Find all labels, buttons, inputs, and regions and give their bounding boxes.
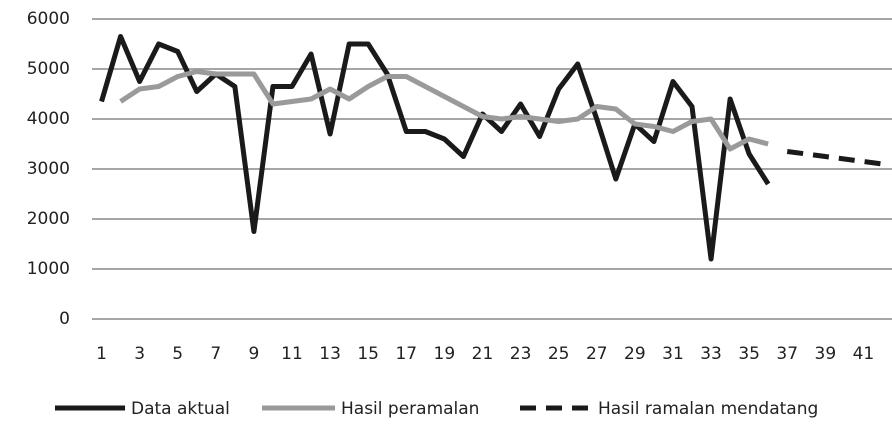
x-tick-label: 21: [472, 344, 494, 364]
x-tick-label: 27: [586, 344, 608, 364]
series-line: [99, 34, 771, 262]
x-tick-label: 31: [662, 344, 684, 364]
x-tick-label: 3: [134, 344, 145, 364]
x-tick-label: 35: [738, 344, 760, 364]
x-tick-label: 23: [510, 344, 532, 364]
x-tick-label: 19: [434, 344, 456, 364]
x-tick-label: 13: [319, 344, 341, 364]
x-tick-label: 7: [210, 344, 221, 364]
series-line: [786, 149, 883, 167]
x-tick-label: 41: [853, 344, 875, 364]
legend-label: Hasil ramalan mendatang: [598, 399, 818, 419]
legend-label: Data aktual: [131, 399, 230, 419]
x-tick-label: 1: [96, 344, 107, 364]
y-tick-label: 3000: [27, 159, 70, 179]
legend-label: Hasil peramalan: [341, 399, 479, 419]
x-tick-label: 9: [248, 344, 259, 364]
x-tick-label: 5: [172, 344, 183, 364]
y-tick-label: 6000: [27, 9, 70, 29]
x-tick-label: 37: [776, 344, 798, 364]
y-tick-label: 4000: [27, 109, 70, 129]
y-tick-label: 2000: [27, 209, 70, 229]
y-tick-label: 5000: [27, 59, 70, 79]
x-tick-label: 39: [815, 344, 837, 364]
y-tick-label: 0: [59, 309, 70, 329]
x-tick-label: 15: [357, 344, 379, 364]
x-tick-label: 33: [700, 344, 722, 364]
series-line: [119, 69, 769, 152]
x-tick-label: 17: [395, 344, 417, 364]
x-tick-label: 11: [281, 344, 303, 364]
x-tick-label: 29: [624, 344, 646, 364]
x-tick-label: 25: [548, 344, 570, 364]
y-tick-label: 1000: [27, 259, 70, 279]
